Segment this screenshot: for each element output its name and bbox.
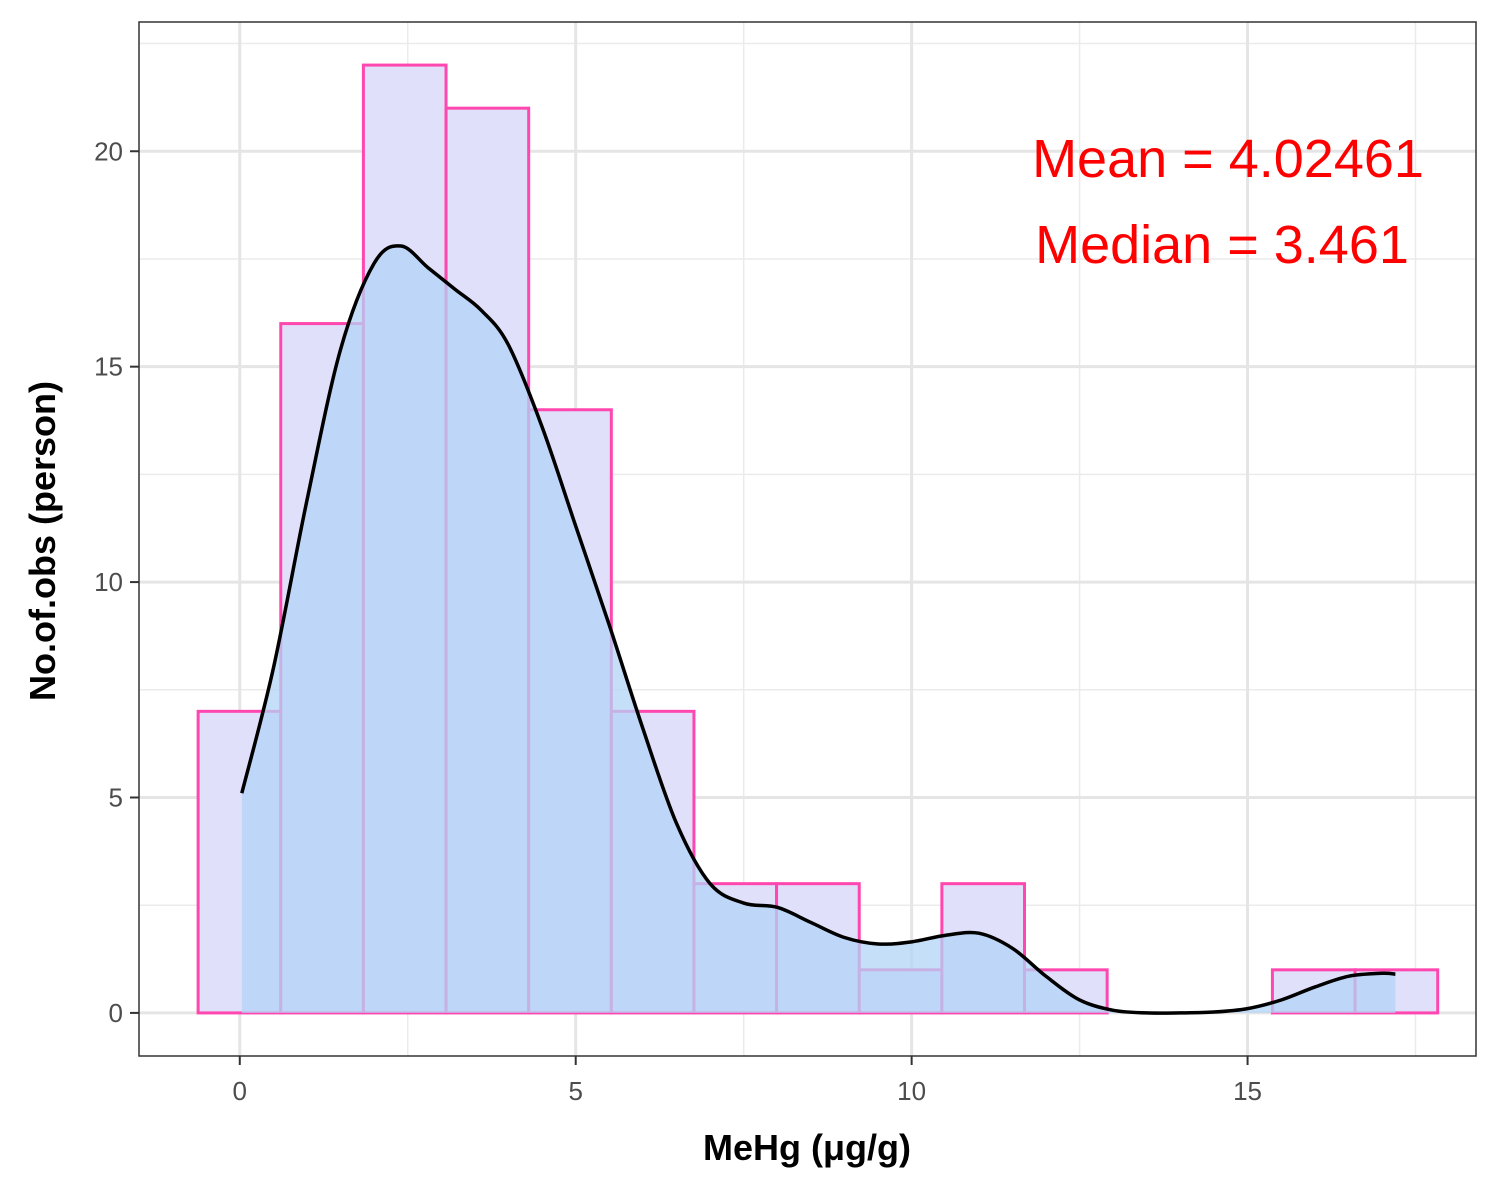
- median-equals: =: [1212, 215, 1274, 275]
- median-label: Median: [1035, 215, 1212, 275]
- mean-equals: =: [1167, 129, 1229, 189]
- mean-value: 4.02461: [1229, 129, 1424, 189]
- y-axis-title: No.of.obs (person): [22, 381, 63, 701]
- y-tick-label: 10: [94, 567, 123, 597]
- mean-annotation: Mean = 4.02461: [1032, 129, 1424, 189]
- median-annotation: Median = 3.461: [1035, 215, 1409, 275]
- y-tick-label: 5: [109, 783, 123, 813]
- y-tick-label: 0: [109, 998, 123, 1028]
- axis-ticks: 0 5 10 15 0 5 10 15 20: [94, 136, 1262, 1106]
- density-curve: [240, 244, 1396, 1015]
- density-area: [241, 245, 1396, 1014]
- plot-panel-border: [138, 21, 1477, 1057]
- density-layer: [240, 244, 1396, 1015]
- x-tick-label: 0: [233, 1076, 247, 1106]
- annotations: Mean = 4.02461 Median = 3.461: [1032, 129, 1424, 275]
- x-tick-label: 10: [897, 1076, 926, 1106]
- median-value: 3.461: [1274, 215, 1409, 275]
- x-tick-label: 15: [1233, 1076, 1262, 1106]
- mean-label: Mean: [1032, 129, 1167, 189]
- y-tick-label: 15: [94, 352, 123, 382]
- y-tick-label: 20: [94, 136, 123, 166]
- x-tick-label: 5: [568, 1076, 582, 1106]
- x-axis-title: MeHg (μg/g): [703, 1127, 911, 1168]
